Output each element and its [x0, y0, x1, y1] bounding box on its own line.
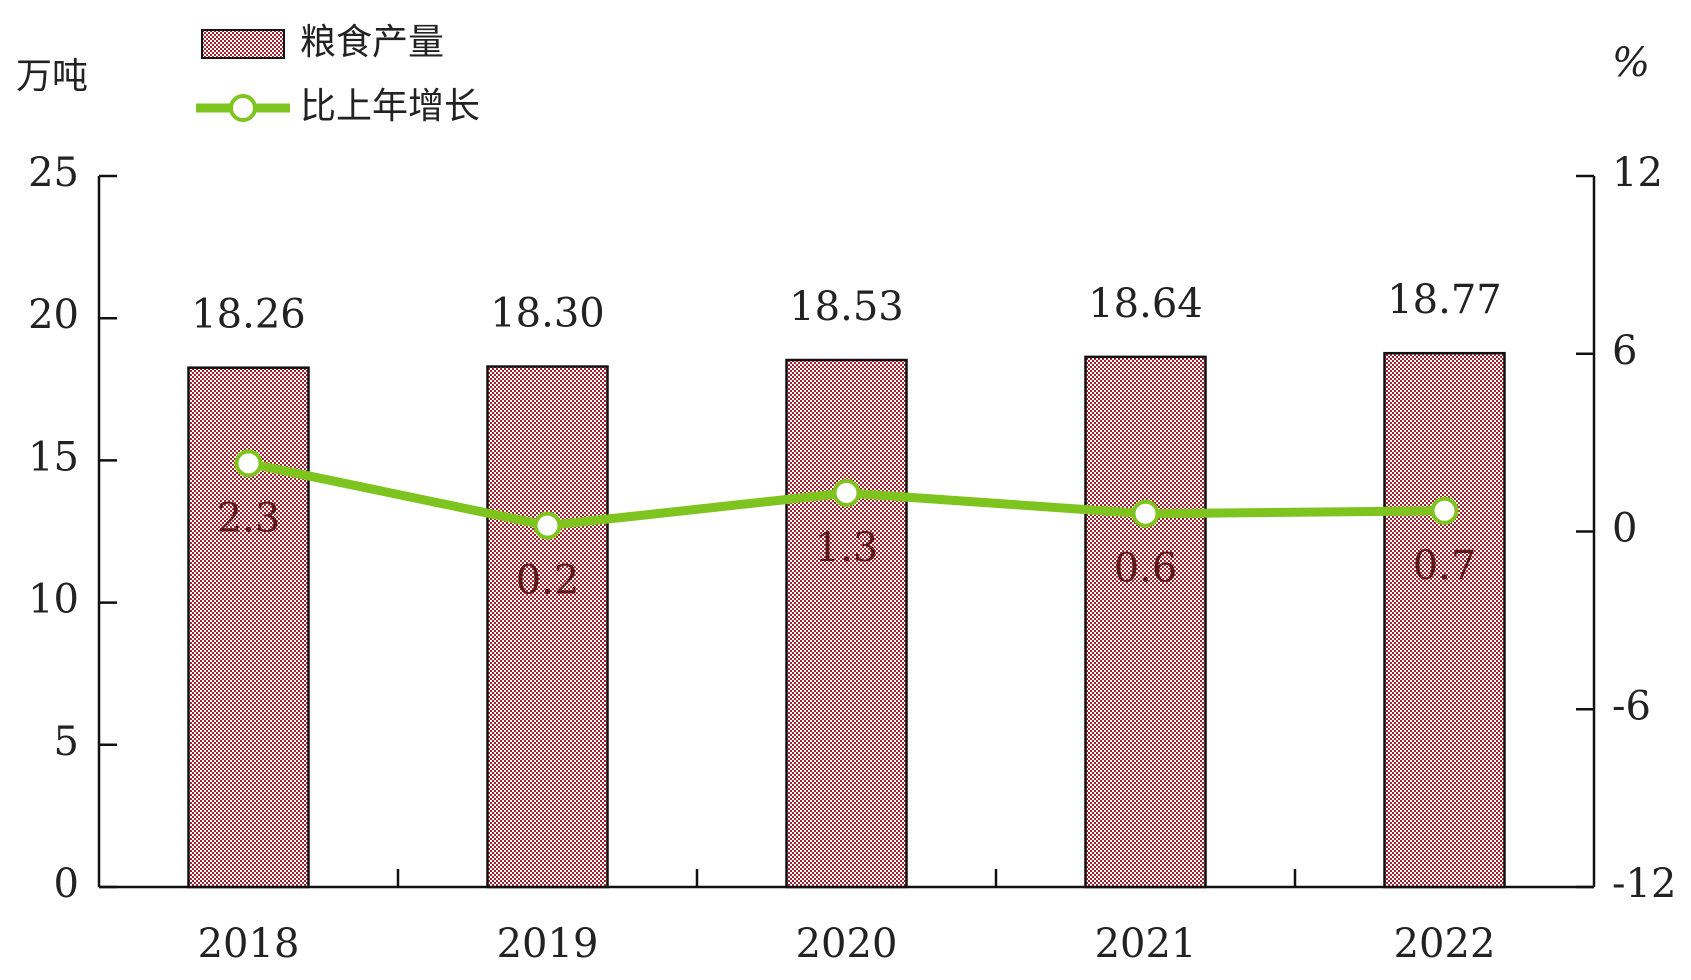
line-value-label: 0.2 [516, 558, 580, 604]
legend-swatch [201, 29, 285, 59]
bar [187, 366, 310, 889]
bar [785, 358, 908, 889]
y2-axis-title: % [1612, 40, 1650, 86]
line-value-label: 0.6 [1114, 546, 1178, 592]
bar [1383, 351, 1506, 889]
y2-tick-label: 0 [1612, 506, 1637, 552]
line-marker [234, 449, 263, 478]
line-value-label: 0.7 [1413, 543, 1477, 589]
y-tick-label: 25 [28, 150, 79, 196]
line-marker [533, 511, 562, 540]
bar [1084, 355, 1207, 889]
bar-value-label: 18.26 [191, 292, 306, 338]
x-tick-label: 2018 [198, 921, 300, 967]
y-tick-label: 5 [54, 719, 79, 765]
y-tick-label: 20 [28, 292, 79, 338]
y2-tick-label: 6 [1612, 328, 1637, 374]
line-value-label: 2.3 [217, 495, 281, 541]
y-axis-title: 万吨 [16, 56, 88, 97]
bar [486, 365, 609, 889]
line-marker [1430, 496, 1459, 525]
legend-marker [229, 94, 257, 122]
y-tick-label: 10 [28, 577, 79, 623]
line-marker [1131, 499, 1160, 528]
y-tick-label: 0 [54, 861, 79, 907]
y2-tick-label: -6 [1612, 683, 1651, 729]
bar-value-label: 18.53 [789, 284, 904, 330]
line-value-label: 1.3 [815, 525, 879, 571]
bar-value-label: 18.77 [1387, 277, 1502, 323]
y-tick-label: 15 [28, 434, 79, 480]
x-tick-label: 2019 [497, 921, 599, 967]
x-tick-label: 2022 [1394, 921, 1496, 967]
bar-value-label: 18.64 [1088, 281, 1203, 327]
line-marker [832, 478, 861, 507]
x-tick-label: 2020 [796, 921, 898, 967]
legend-label: 比上年增长 [300, 86, 480, 127]
legend-label: 粮食产量 [300, 22, 444, 63]
y2-tick-label: 12 [1612, 150, 1663, 196]
bar-value-label: 18.30 [490, 291, 605, 337]
y2-tick-label: -12 [1612, 861, 1676, 907]
x-tick-label: 2021 [1095, 921, 1197, 967]
